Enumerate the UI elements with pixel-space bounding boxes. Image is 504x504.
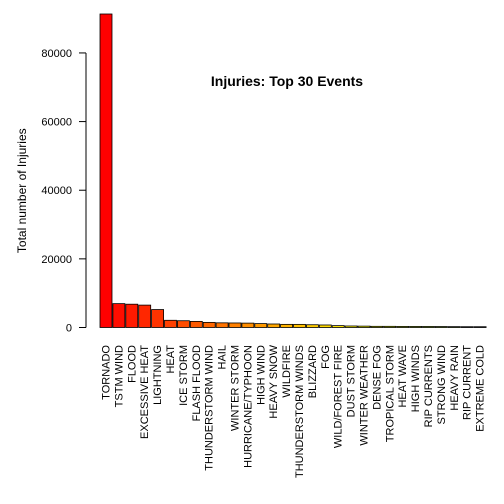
x-tick-label: HIGH WIND xyxy=(255,345,267,405)
y-tick-label: 0 xyxy=(66,323,72,335)
x-tick-label: RIP CURRENT xyxy=(462,345,474,420)
x-tick-label: HEAVY RAIN xyxy=(449,345,461,411)
bar-heavy-rain xyxy=(447,326,461,328)
bar-heavy-snow xyxy=(267,323,281,328)
x-tick-label: TSTM WIND xyxy=(113,345,125,407)
bar-high-winds xyxy=(409,326,423,328)
x-tick-label: HAIL xyxy=(217,345,229,369)
bar-rip-currents xyxy=(422,326,435,328)
x-tick-label: DENSE FOG xyxy=(371,345,383,410)
bar-wildfire xyxy=(280,323,294,328)
x-tick-label: TROPICAL STORM xyxy=(384,345,396,442)
bar-ice-storm xyxy=(176,320,190,328)
bar-thunderstorm-winds xyxy=(293,323,306,328)
x-tick-label: STRONG WIND xyxy=(436,345,448,424)
bar-heat xyxy=(164,319,177,328)
bar-thunderstorm-wind xyxy=(202,321,216,328)
y-tick-label: 20000 xyxy=(41,254,72,266)
bar-tornado xyxy=(99,13,113,328)
bar-lightning xyxy=(151,309,165,328)
chart-title: Injuries: Top 30 Events xyxy=(211,73,363,89)
y-tick-label: 80000 xyxy=(41,48,72,60)
bar-flood xyxy=(125,303,139,328)
bar-extreme-cold xyxy=(473,326,487,328)
y-tick-label: 40000 xyxy=(41,185,72,197)
x-tick-label: HURRICANE/TYPHOON xyxy=(242,345,254,468)
bars-group xyxy=(99,13,487,328)
bar-hail xyxy=(215,322,229,328)
bar-strong-wind xyxy=(434,326,448,328)
bar-heat-wave xyxy=(396,326,410,328)
x-tick-label: FLASH FLOOD xyxy=(191,345,203,421)
bar-excessive-heat xyxy=(138,304,152,328)
bar-tstm-wind xyxy=(112,303,126,328)
x-tick-label: LIGHTNING xyxy=(152,345,164,405)
x-tick-label: ICE STORM xyxy=(178,345,190,406)
x-tick-label: THUNDERSTORM WIND xyxy=(204,345,216,471)
bar-blizzard xyxy=(305,324,319,328)
y-tick-label: 60000 xyxy=(41,117,72,129)
x-tick-label: DUST STORM xyxy=(346,345,358,417)
bar-tropical-storm xyxy=(383,325,397,328)
bar-hurricane-typhoon xyxy=(241,322,255,328)
y-axis: 0 20000 40000 60000 80000 xyxy=(41,48,87,335)
x-tick-label: FOG xyxy=(320,345,332,369)
bar-flash-flood xyxy=(189,320,203,328)
x-tick-label: FLOOD xyxy=(126,345,138,383)
x-tick-label: HEAVY SNOW xyxy=(268,344,280,418)
bar-dust-storm xyxy=(344,325,358,328)
x-tick-label: THUNDERSTORM WINDS xyxy=(294,345,306,478)
x-tick-label: WILD/FOREST FIRE xyxy=(333,345,345,448)
x-tick-label: WINTER WEATHER xyxy=(359,345,371,446)
bar-winter-storm xyxy=(228,322,242,328)
x-axis-category-labels: TORNADO TSTM WIND FLOOD EXCESSIVE HEAT LIGHT… xyxy=(101,344,487,478)
x-tick-label: EXTREME COLD xyxy=(475,345,487,432)
bar-wild-forest-fire xyxy=(331,325,345,328)
x-tick-label: RIP CURRENTS xyxy=(423,345,435,427)
x-tick-label: BLIZZARD xyxy=(307,345,319,398)
x-tick-label: TORNADO xyxy=(101,345,113,400)
bar-rip-current xyxy=(460,326,474,328)
x-tick-label: HIGH WINDS xyxy=(410,345,422,412)
y-axis-label: Total number of Injuries xyxy=(15,128,29,253)
bar-winter-weather xyxy=(357,325,371,328)
x-tick-label: EXCESSIVE HEAT xyxy=(139,345,151,439)
bar-high-wind xyxy=(254,323,268,328)
x-tick-label: HEAT xyxy=(165,345,177,374)
bar-dense-fog xyxy=(370,325,384,328)
x-tick-label: HEAT WAVE xyxy=(397,345,409,408)
x-tick-label: WINTER STORM xyxy=(230,345,242,431)
x-tick-label: WILDFIRE xyxy=(281,345,293,398)
bar-fog xyxy=(318,324,332,328)
